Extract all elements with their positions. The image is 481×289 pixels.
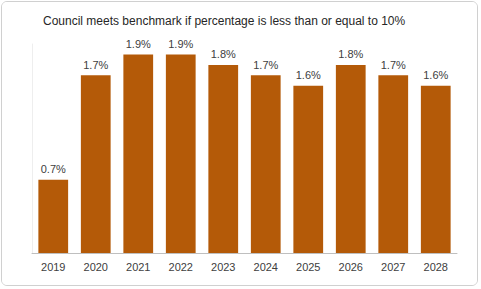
svg-text:2028: 2028 [424,261,448,273]
svg-text:1.8%: 1.8% [211,48,236,60]
svg-text:1.9%: 1.9% [126,38,151,50]
svg-text:1.7%: 1.7% [381,59,406,71]
svg-text:1.8%: 1.8% [338,48,363,60]
svg-text:2019: 2019 [41,261,65,273]
svg-text:2022: 2022 [169,261,193,273]
svg-text:Council meets benchmark if per: Council meets benchmark if percentage is… [43,14,406,28]
svg-text:1.6%: 1.6% [423,69,448,81]
svg-text:2027: 2027 [381,261,405,273]
svg-text:1.7%: 1.7% [253,59,278,71]
svg-text:2024: 2024 [254,261,278,273]
svg-text:2026: 2026 [339,261,363,273]
svg-text:2020: 2020 [84,261,108,273]
svg-text:1.9%: 1.9% [168,38,193,50]
svg-text:1.7%: 1.7% [83,59,108,71]
svg-text:2023: 2023 [211,261,235,273]
svg-text:2021: 2021 [126,261,150,273]
svg-text:2025: 2025 [296,261,320,273]
svg-text:0.7%: 0.7% [41,163,66,175]
svg-text:1.6%: 1.6% [296,69,321,81]
